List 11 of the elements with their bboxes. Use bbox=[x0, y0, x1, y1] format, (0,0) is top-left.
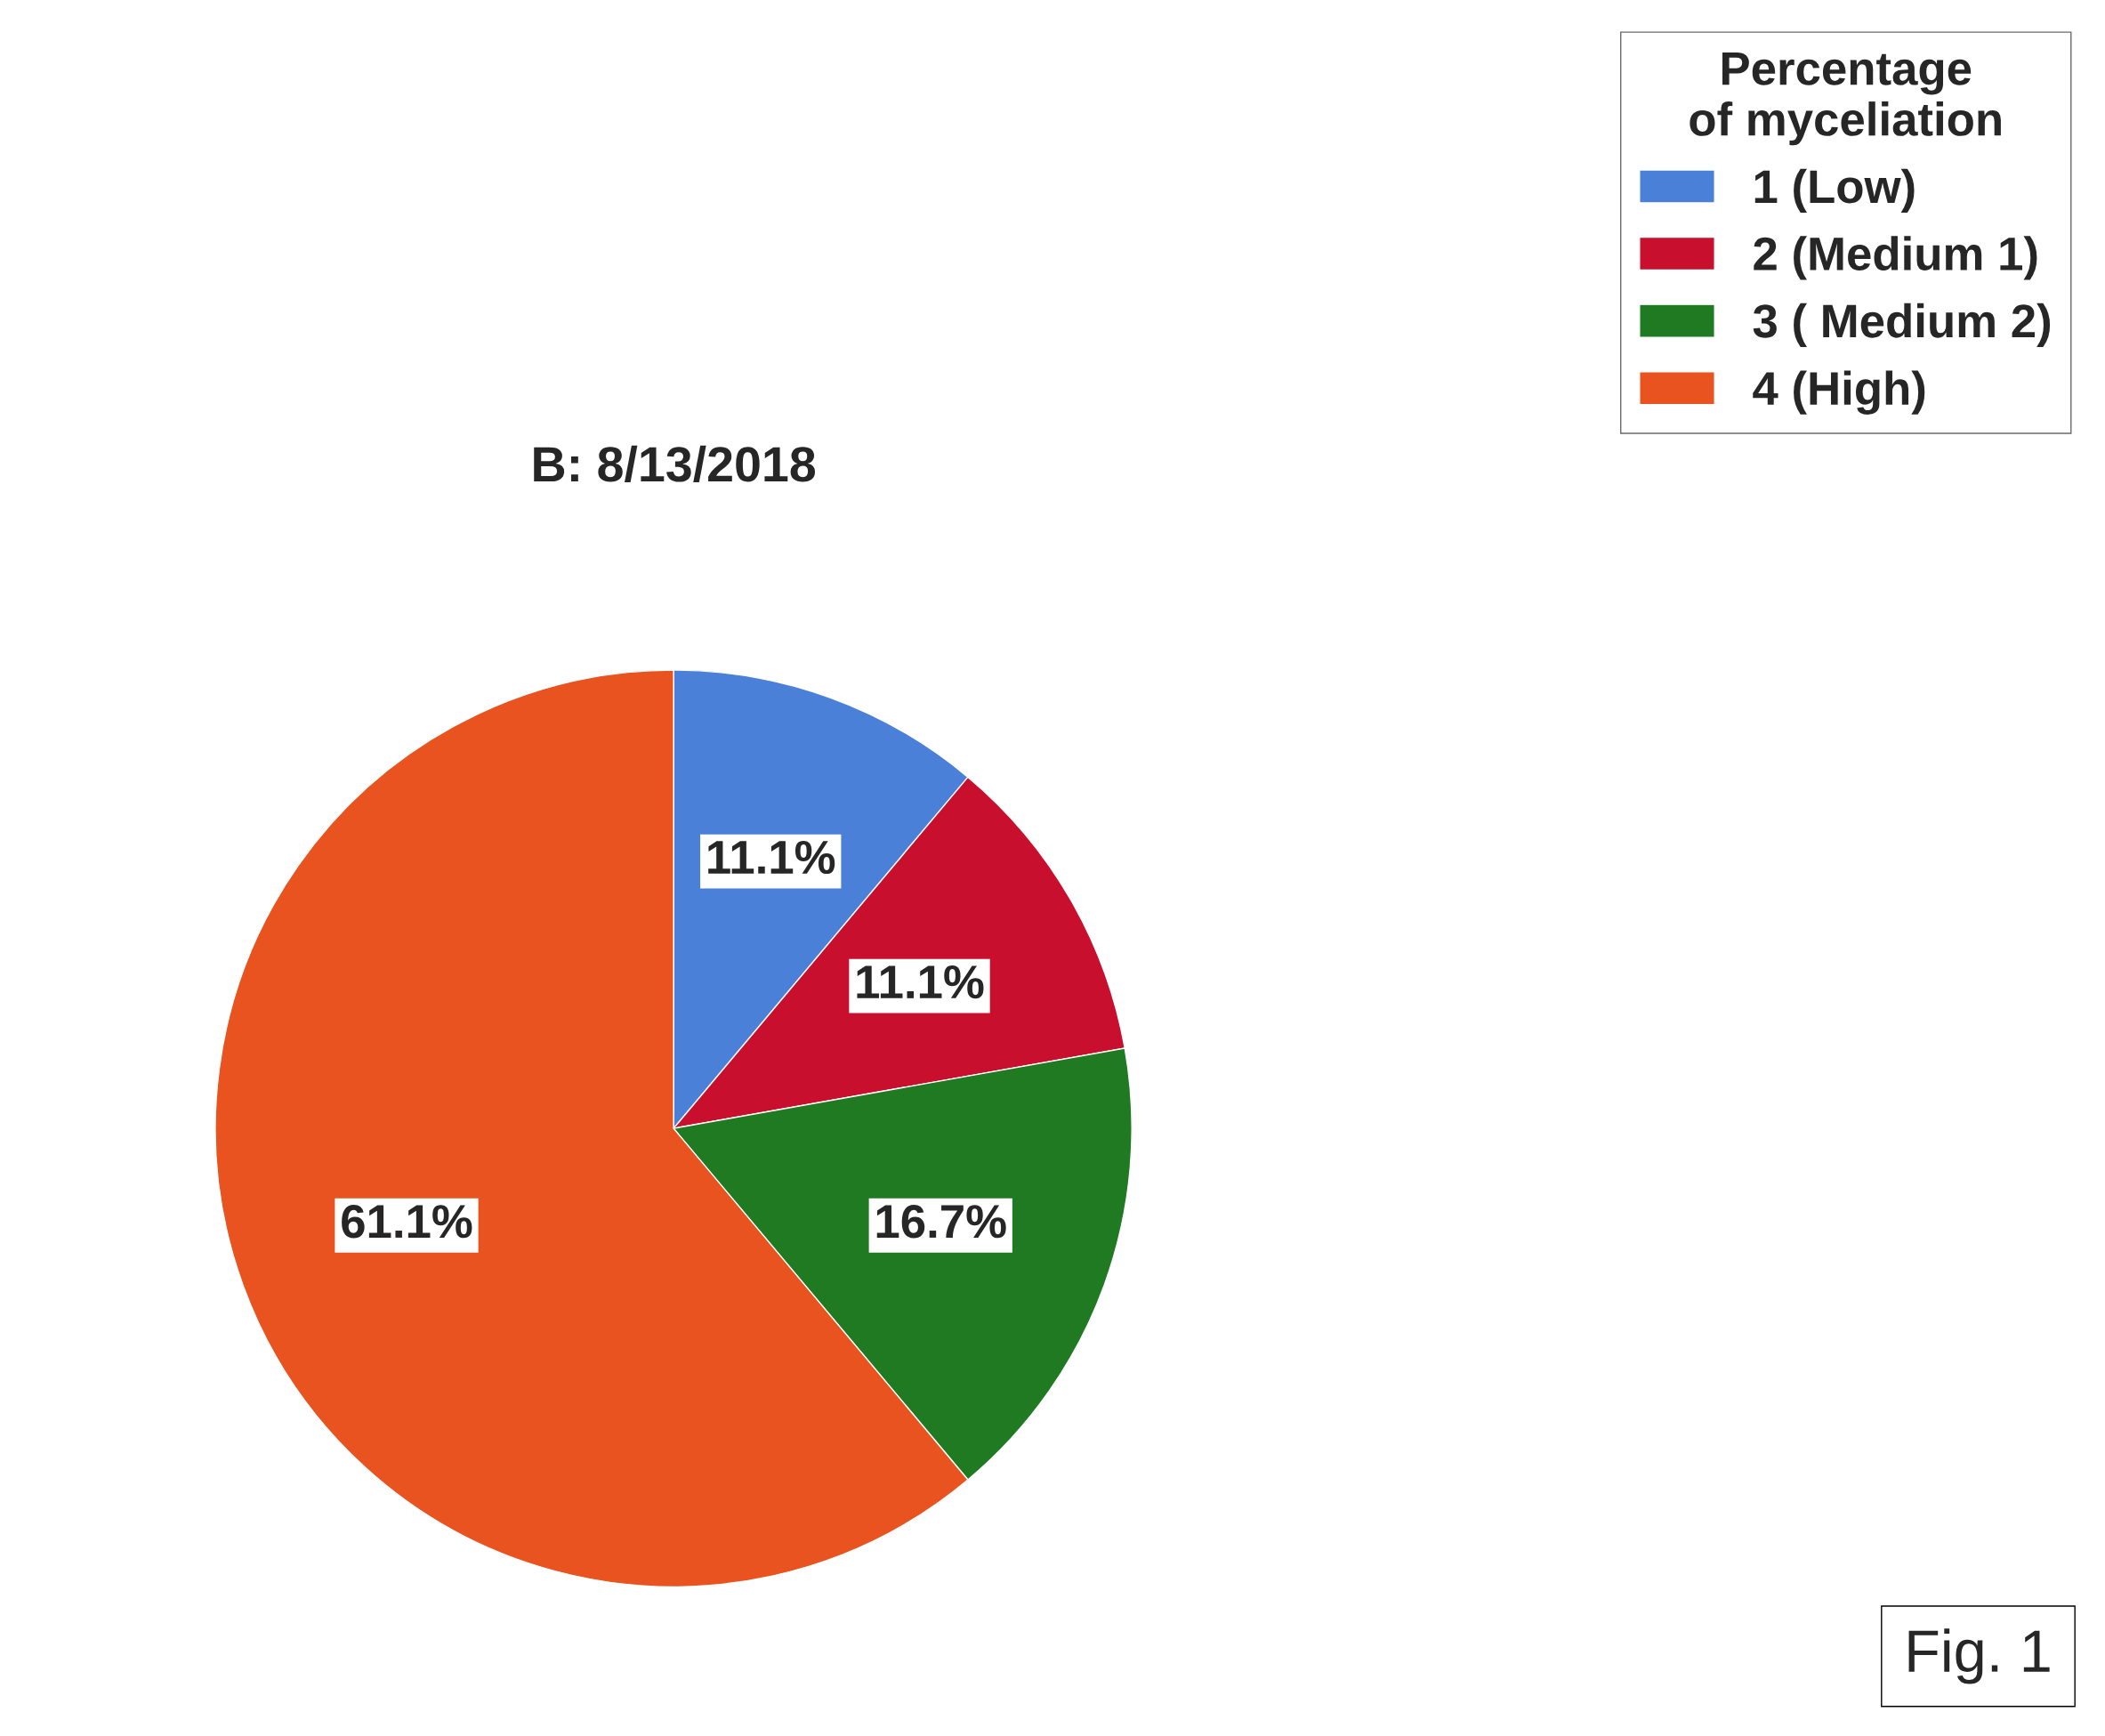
legend-label: 4 (High) bbox=[1753, 370, 1925, 415]
legend-label: 3 ( Medium 2) bbox=[1753, 303, 2051, 348]
data-label: 61.1% bbox=[342, 1205, 472, 1239]
legend-label: 1 (Low) bbox=[1754, 168, 1915, 213]
data-label: 11.1% bbox=[857, 965, 984, 999]
text: B: 8/13/2018 bbox=[534, 445, 816, 483]
data-label: 16.7% bbox=[876, 1205, 1006, 1239]
caption: Fig. 1 bbox=[1908, 1628, 2050, 1684]
legend-label: 2 (Medium 1) bbox=[1754, 236, 2037, 280]
data-label: 11.1% bbox=[708, 840, 835, 875]
legend-title: Percentage of myceliation bbox=[1690, 52, 2001, 146]
